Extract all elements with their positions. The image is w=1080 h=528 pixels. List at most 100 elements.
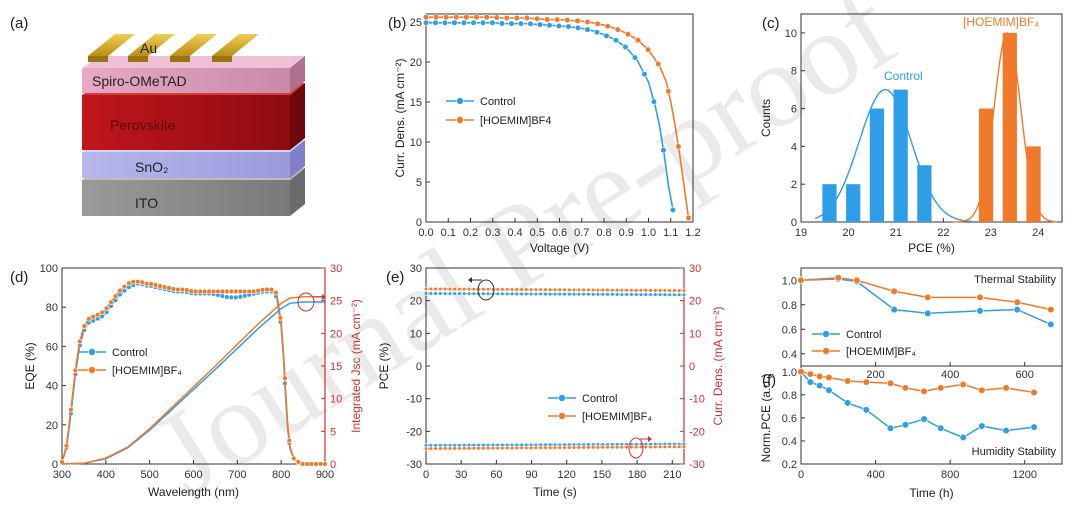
panel-e-point: [619, 288, 624, 293]
panel-e-point: [600, 287, 605, 293]
panel-e-point: [653, 288, 658, 293]
panel-d-point: [175, 286, 181, 293]
panel-b-xtick-label: 1.0: [641, 227, 656, 239]
panel-e-point: [471, 291, 476, 296]
panel-d-point: [224, 294, 230, 300]
panel-b-point: [564, 17, 571, 24]
panel-d-point: [268, 286, 275, 293]
panel-b-xtick-label: 0.3: [485, 227, 500, 239]
panel-b-legend-label: [HOEMIM]BF4: [480, 115, 552, 127]
panel-e-point: [462, 446, 467, 451]
panel-e-point: [595, 445, 601, 450]
panel-c-bar: [1002, 32, 1017, 223]
panel-d-point: [277, 315, 284, 321]
panel-b-ytick-label: 5: [416, 177, 422, 189]
panel-e-point: [466, 446, 472, 451]
panel-d-point: [179, 286, 186, 293]
panel-b-xtick-label: 0.6: [552, 227, 567, 239]
panel-f-point: [1013, 306, 1021, 314]
panel-e-point: [653, 292, 658, 297]
panel-d-label: (d): [10, 269, 28, 286]
layer-spiro: Spiro-OMeTAD: [82, 56, 305, 93]
panel-b-point: [503, 14, 510, 22]
panel-b-ytick-label: 0: [416, 217, 422, 229]
panel-b-point: [546, 22, 553, 29]
panel-e-point: [438, 291, 443, 296]
panel-b-xtick-label: 1.1: [663, 227, 678, 239]
panel-e-point: [548, 292, 553, 297]
panel-e-point: [629, 292, 634, 297]
panel-e-point: [586, 287, 591, 293]
panel-e-right-ytick-label: -10: [689, 394, 705, 406]
panel-f-legend-label: Control: [846, 329, 881, 341]
panel-b-point: [565, 23, 572, 30]
panel-e-point: [619, 292, 624, 297]
panel-b-point: [574, 24, 582, 31]
panel-f-point: [976, 293, 984, 302]
panel-b-xlabel: Voltage (V): [530, 241, 589, 255]
panel-d-point: [273, 290, 279, 296]
panel-d-xtick-label: 500: [140, 469, 158, 481]
panel-d-point: [201, 288, 208, 295]
panel-b-point: [453, 14, 460, 21]
panel-e-point: [677, 288, 682, 293]
panel-f-sub1-xtick-label: 800: [941, 469, 959, 481]
panel-d-point: [233, 294, 239, 301]
panel-f-point: [1002, 384, 1010, 392]
panel-d-legend-label: [HOEMIM]BF₄: [112, 365, 182, 377]
panel-b-point: [422, 14, 430, 21]
panel-d-ytick-label: 20: [46, 420, 58, 432]
panel-d-legend-label: Control: [112, 347, 147, 359]
panel-e-point: [653, 444, 658, 450]
panel-e-point: [481, 291, 486, 296]
panel-b-xtick-label: 0.9: [619, 227, 634, 239]
panel-e-point: [447, 446, 452, 451]
panel-e-point: [681, 292, 687, 297]
panel-b-ytick-label: 20: [410, 57, 422, 69]
panel-d-point: [81, 323, 87, 329]
panel-d-point: [77, 338, 83, 345]
panel-e-xtick-label: 150: [593, 469, 611, 481]
panel-f-legend-marker: [822, 330, 830, 338]
panel-e-right-ytick-label: 0: [689, 361, 695, 373]
panel-f-sub0-ytick-label: 0.4: [782, 349, 797, 361]
panel-e-point: [595, 287, 601, 293]
panel-d-xtick-label: 700: [228, 469, 246, 481]
panel-e-ytick-label: 30: [410, 263, 422, 275]
panel-d-oval: [297, 292, 315, 312]
panel-b-point: [513, 14, 520, 22]
panel-e-point: [462, 287, 467, 292]
panel-e-point: [567, 445, 572, 450]
panel-e-point: [581, 292, 586, 297]
panel-c-ytick-label: 6: [791, 104, 797, 116]
panel-f-sub0-xtick-label: 200: [866, 369, 884, 381]
panel-e: 0 30 60 90 120 150 180 210 -30 -20 -10 0 10 20 30 -30 -2…: [377, 263, 725, 499]
panel-d-ytick-label: 0: [52, 459, 58, 471]
panel-f-sub0-ytick-label: 0.8: [782, 300, 797, 312]
panel-b-point: [614, 26, 621, 33]
panel-b-legend-marker: [456, 116, 464, 124]
panel-d-point: [86, 316, 92, 322]
panel-e-ytick-label: -20: [406, 426, 422, 438]
panel-f-point: [862, 406, 870, 414]
panel-d-xtick-label: 900: [316, 469, 334, 481]
panel-e-point: [543, 287, 548, 292]
panel-e-point: [572, 445, 577, 450]
panel-b-point: [593, 29, 601, 36]
panel-b-xtick-label: 0.0: [418, 227, 433, 239]
panel-e-oval-bottom: [628, 437, 644, 459]
panel-b-point: [489, 19, 496, 26]
panel-d-point: [250, 288, 257, 295]
panel-e-point: [529, 287, 534, 292]
panel-f-point: [937, 424, 945, 432]
panel-f-point: [978, 422, 986, 430]
panel-f-point: [978, 386, 986, 394]
panel-e-point: [438, 446, 443, 451]
panel-d-ytick-label: 60: [46, 341, 58, 353]
panel-e-point: [452, 291, 457, 296]
panel-f-point: [1030, 388, 1038, 397]
panel-d-point: [108, 299, 114, 305]
panel-d-point: [317, 461, 324, 467]
panel-e-point: [524, 287, 529, 292]
